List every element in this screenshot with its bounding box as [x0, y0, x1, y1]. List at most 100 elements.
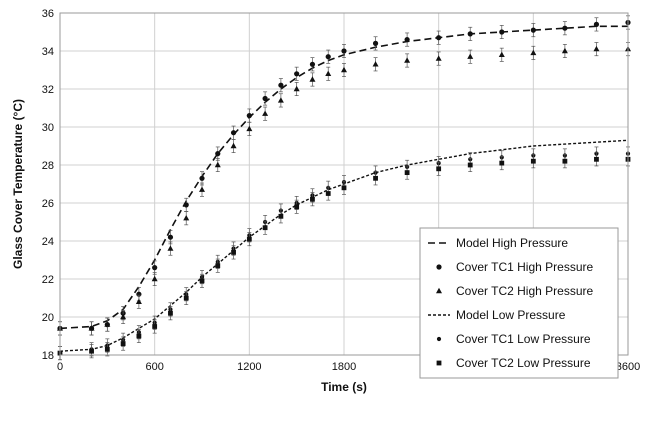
data-point-square [294, 204, 300, 210]
data-point-square [246, 236, 252, 242]
data-point-square [373, 175, 378, 181]
data-point-square [530, 158, 536, 164]
data-point-triangle [467, 53, 474, 59]
data-point-triangle [293, 85, 300, 92]
series-5 [57, 152, 631, 361]
legend-box [419, 227, 619, 379]
data-point-square [89, 348, 94, 354]
y-tick-label: 18 [42, 350, 54, 362]
legend-item: Cover TC2 High Pressure [436, 284, 593, 298]
legend-item: Model Low Pressure [428, 308, 566, 322]
data-point-square [341, 185, 347, 191]
legend: Model High Pressure Cover TC1 High Pressu… [419, 227, 619, 379]
data-point-circle [499, 29, 505, 35]
x-tick-label: 600 [145, 361, 163, 373]
legend-item: Cover TC1 High Pressure [436, 260, 593, 274]
data-point-circle [325, 54, 331, 60]
data-point-circle [341, 48, 347, 54]
data-point-triangle [277, 97, 284, 103]
y-tick-label: 26 [42, 198, 54, 210]
series-line [59, 25, 628, 330]
data-point-triangle [561, 47, 568, 54]
data-point-circle [246, 113, 252, 119]
legend-label: Model Low Pressure [456, 308, 566, 322]
data-point-triangle [325, 70, 332, 76]
series-layer [57, 15, 631, 361]
legend-label: Cover TC1 High Pressure [456, 260, 593, 274]
data-point-square [152, 324, 158, 329]
x-tick-label: 1200 [237, 361, 261, 373]
data-point-triangle [104, 321, 111, 327]
data-point-square [199, 278, 205, 284]
data-point-square [310, 196, 315, 202]
y-tick-label: 22 [42, 274, 54, 286]
data-point-square [136, 333, 142, 339]
data-point-triangle [120, 313, 127, 320]
data-point-circle [152, 265, 158, 271]
legend-item: Cover TC2 Low Pressure [436, 356, 591, 370]
legend-label: Cover TC2 Low Pressure [456, 356, 591, 370]
legend-item: Cover TC1 Low Pressure [436, 332, 591, 346]
data-point-square [467, 162, 473, 168]
y-tick-labels: 18 20 22 24 26 28 30 32 34 36 [42, 8, 54, 362]
data-point-square [183, 295, 189, 301]
data-point-circle [436, 35, 442, 41]
x-axis-label: Time (s) [321, 380, 367, 394]
data-point-square [231, 250, 236, 255]
data-point-circle [436, 264, 442, 270]
data-point-square [436, 166, 442, 172]
y-tick-label: 20 [42, 312, 54, 324]
data-point-circle [467, 31, 473, 37]
data-point-square [104, 346, 110, 352]
y-tick-label: 24 [42, 236, 54, 248]
data-point-square [562, 158, 568, 164]
data-point-square [594, 156, 599, 162]
data-point-square [278, 213, 284, 219]
data-point-triangle [167, 245, 174, 251]
data-point-triangle [309, 76, 316, 82]
data-point-triangle [230, 142, 237, 149]
y-tick-label: 34 [42, 46, 54, 58]
y-tick-label: 30 [42, 122, 54, 134]
data-point-triangle [435, 55, 442, 61]
data-point-circle [230, 130, 237, 136]
data-point-triangle [199, 186, 205, 192]
data-point-square [120, 341, 126, 346]
data-point-triangle [372, 61, 379, 67]
data-point-square [404, 170, 410, 175]
data-point-triangle [498, 51, 505, 57]
data-point-triangle [151, 275, 158, 282]
data-point-small-circle [436, 336, 442, 342]
data-point-triangle [341, 66, 347, 73]
data-point-triangle [88, 325, 95, 331]
legend-item: Model High Pressure [428, 236, 568, 250]
data-point-triangle [436, 287, 442, 294]
x-tick-label: 0 [57, 361, 63, 373]
data-point-square [215, 263, 221, 269]
legend-label: Cover TC2 High Pressure [456, 284, 593, 298]
y-axis-label: Glass Cover Temperature (°C) [11, 99, 25, 269]
data-point-circle [215, 151, 221, 157]
y-tick-label: 32 [42, 84, 54, 96]
data-point-triangle [183, 215, 190, 221]
data-point-circle [562, 25, 568, 31]
data-point-square [436, 360, 442, 366]
data-point-circle [183, 202, 189, 208]
series-0 [59, 25, 628, 330]
data-point-square [499, 160, 505, 166]
data-point-triangle [530, 49, 537, 56]
data-point-triangle [246, 125, 253, 132]
data-point-square [325, 191, 331, 196]
plot-frame [59, 12, 629, 356]
data-point-circle [530, 27, 536, 33]
data-point-square [262, 225, 268, 231]
x-tick-label: 3600 [616, 361, 640, 373]
legend-label: Model High Pressure [456, 236, 568, 250]
y-tick-label: 36 [42, 8, 54, 20]
data-point-triangle [404, 57, 411, 63]
legend-label: Cover TC1 Low Pressure [456, 332, 591, 346]
data-point-circle [167, 234, 174, 240]
y-tick-label: 28 [42, 160, 54, 172]
data-point-triangle [593, 45, 600, 52]
data-point-circle [294, 71, 300, 77]
